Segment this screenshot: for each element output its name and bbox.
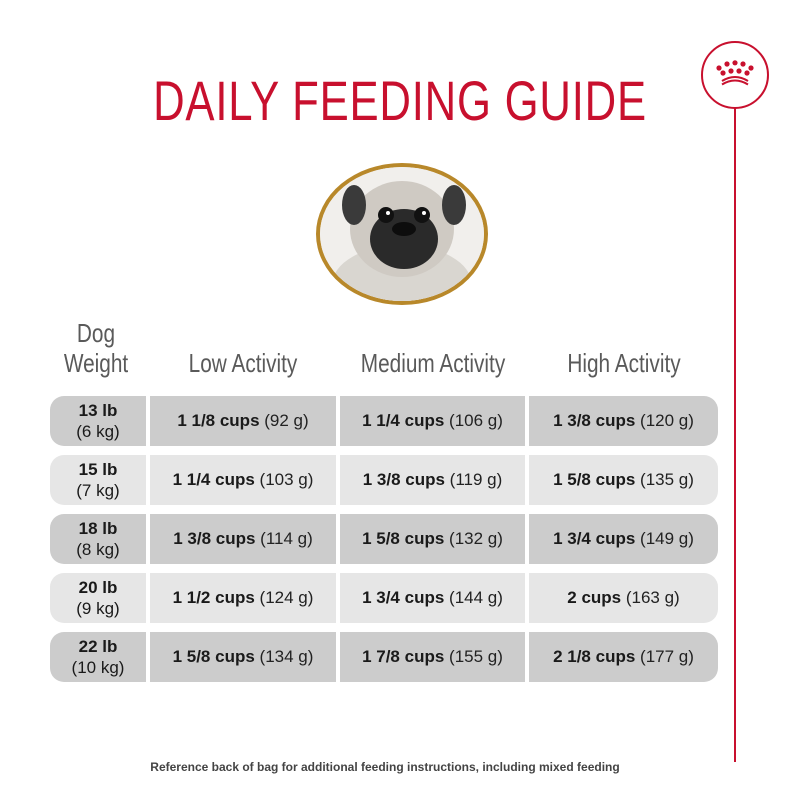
weight-kg: (9 kg): [76, 599, 120, 618]
pug-illustration: [320, 167, 484, 301]
weight-cell: 18 lb (8 kg): [50, 514, 146, 564]
weight-lb: 22 lb: [78, 637, 118, 656]
header-high-activity: High Activity: [567, 348, 681, 378]
high-activity-cell: 1 3/8 cups (120 g): [529, 396, 718, 446]
medium-activity-cell: 1 7/8 cups (155 g): [340, 632, 525, 682]
grams-amount: (92 g): [264, 411, 309, 430]
cups-amount: 1 3/8 cups: [173, 529, 256, 548]
header-medium-activity: Medium Activity: [360, 348, 506, 378]
cups-amount: 1 3/4 cups: [553, 529, 636, 548]
grams-amount: (134 g): [259, 647, 314, 666]
pug-image: [316, 163, 488, 305]
weight-cell: 20 lb (9 kg): [50, 573, 146, 623]
grams-amount: (132 g): [449, 529, 503, 548]
table-row: 15 lb (7 kg) 1 1/4 cups (103 g) 1 3/8 cu…: [50, 455, 718, 505]
table-row: 22 lb (10 kg) 1 5/8 cups (134 g) 1 7/8 c…: [50, 632, 718, 682]
header-dog-weight: Dog Weight: [56, 318, 136, 378]
grams-amount: (114 g): [260, 529, 313, 548]
cups-amount: 1 1/4 cups: [172, 470, 255, 489]
cups-amount: 1 1/8 cups: [177, 411, 260, 430]
high-activity-cell: 2 1/8 cups (177 g): [529, 632, 718, 682]
medium-activity-cell: 1 3/4 cups (144 g): [340, 573, 525, 623]
header-weight-line2: Weight: [63, 348, 129, 378]
weight-kg: (6 kg): [76, 422, 120, 441]
grams-amount: (124 g): [259, 588, 314, 607]
weight-lb: 13 lb: [78, 401, 118, 420]
table-row: 18 lb (8 kg) 1 3/8 cups (114 g) 1 5/8 cu…: [50, 514, 718, 564]
medium-activity-cell: 1 3/8 cups (119 g): [340, 455, 525, 505]
decorative-red-line: [734, 108, 736, 762]
medium-activity-cell: 1 1/4 cups (106 g): [340, 396, 525, 446]
grams-amount: (163 g): [625, 588, 680, 607]
crown-icon: [716, 60, 754, 86]
grams-amount: (103 g): [259, 470, 314, 489]
grams-amount: (144 g): [449, 588, 503, 607]
weight-lb: 15 lb: [78, 460, 118, 479]
cups-amount: 1 3/8 cups: [553, 411, 636, 430]
cups-amount: 1 5/8 cups: [172, 647, 255, 666]
medium-activity-cell: 1 5/8 cups (132 g): [340, 514, 525, 564]
cups-amount: 1 5/8 cups: [362, 529, 445, 548]
grams-amount: (177 g): [640, 647, 694, 666]
page-title: DAILY FEEDING GUIDE: [153, 69, 647, 132]
high-activity-cell: 1 3/4 cups (149 g): [529, 514, 718, 564]
cups-amount: 1 1/4 cups: [362, 411, 445, 430]
high-activity-cell: 1 5/8 cups (135 g): [529, 455, 718, 505]
cups-amount: 2 1/8 cups: [553, 647, 636, 666]
grams-amount: (149 g): [640, 529, 694, 548]
grams-amount: (155 g): [449, 647, 503, 666]
table-row: 20 lb (9 kg) 1 1/2 cups (124 g) 1 3/4 cu…: [50, 573, 718, 623]
cups-amount: 1 7/8 cups: [362, 647, 445, 666]
cups-amount: 1 1/2 cups: [172, 588, 255, 607]
cups-amount: 2 cups: [567, 588, 622, 607]
high-activity-cell: 2 cups (163 g): [529, 573, 718, 623]
low-activity-cell: 1 5/8 cups (134 g): [150, 632, 336, 682]
weight-cell: 13 lb (6 kg): [50, 396, 146, 446]
low-activity-cell: 1 1/8 cups (92 g): [150, 396, 336, 446]
weight-kg: (7 kg): [76, 481, 120, 500]
weight-kg: (8 kg): [76, 540, 120, 559]
brand-logo: [701, 41, 769, 109]
weight-lb: 20 lb: [78, 578, 118, 597]
low-activity-cell: 1 3/8 cups (114 g): [150, 514, 336, 564]
weight-cell: 22 lb (10 kg): [50, 632, 146, 682]
low-activity-cell: 1 1/4 cups (103 g): [150, 455, 336, 505]
footer-note: Reference back of bag for additional fee…: [150, 760, 620, 774]
table-row: 13 lb (6 kg) 1 1/8 cups (92 g) 1 1/4 cup…: [50, 396, 718, 446]
header-weight-line1: Dog: [76, 318, 116, 348]
header-low-activity: Low Activity: [188, 348, 298, 378]
grams-amount: (120 g): [640, 411, 694, 430]
weight-lb: 18 lb: [78, 519, 118, 538]
cups-amount: 1 3/8 cups: [362, 470, 445, 489]
weight-kg: (10 kg): [71, 658, 125, 677]
grams-amount: (106 g): [449, 411, 503, 430]
cups-amount: 1 3/4 cups: [362, 588, 445, 607]
cups-amount: 1 5/8 cups: [553, 470, 636, 489]
grams-amount: (119 g): [449, 470, 503, 489]
gold-ring-frame: [316, 163, 488, 305]
grams-amount: (135 g): [640, 470, 694, 489]
weight-cell: 15 lb (7 kg): [50, 455, 146, 505]
low-activity-cell: 1 1/2 cups (124 g): [150, 573, 336, 623]
